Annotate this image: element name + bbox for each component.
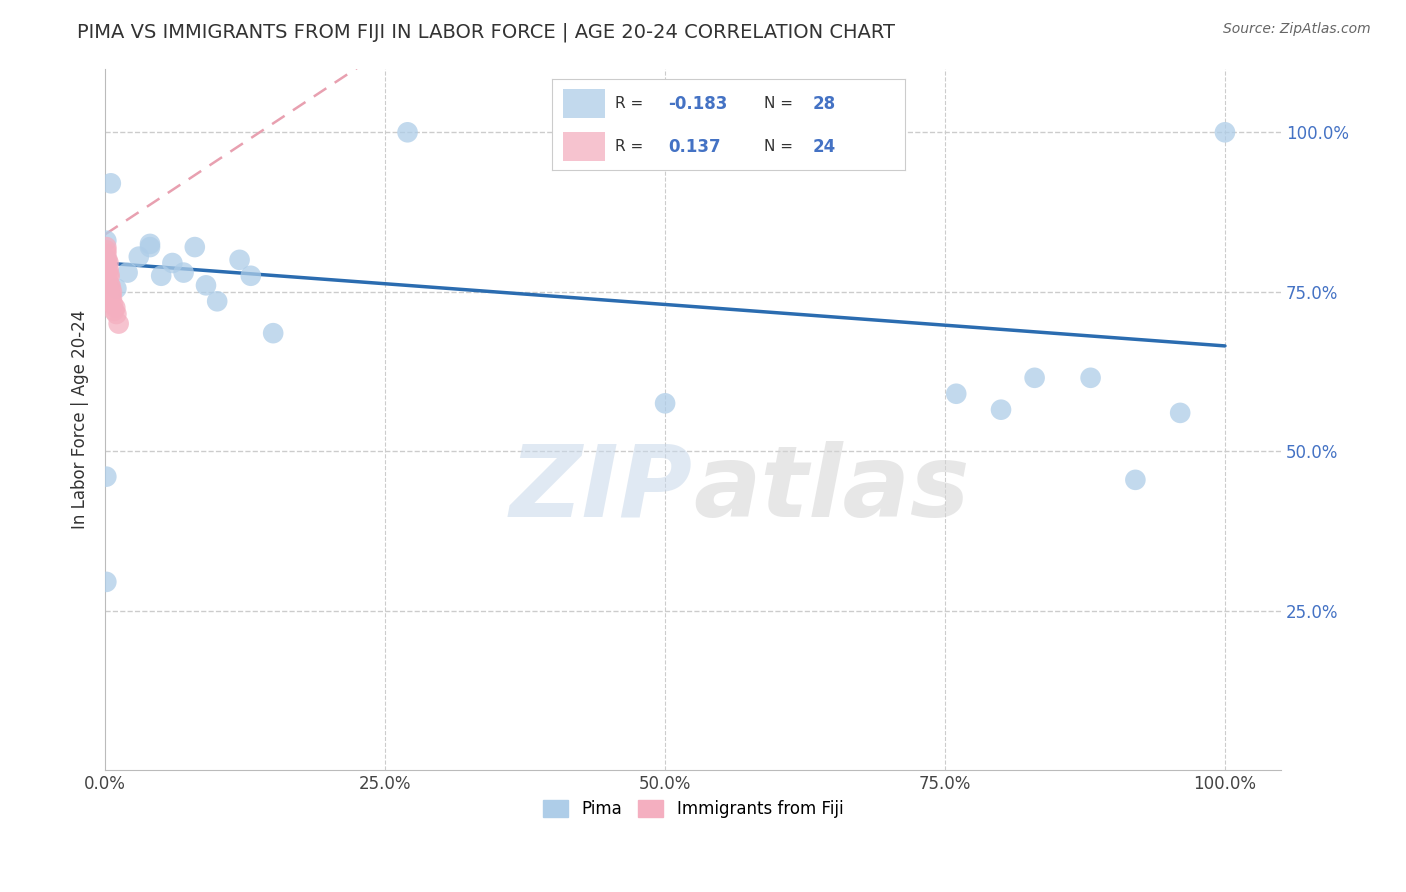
Point: [96, 244, 118, 258]
Point: [150, 268, 173, 283]
Point: [139, 236, 162, 251]
Point: [101, 285, 124, 299]
Text: atlas: atlas: [693, 441, 970, 538]
Point: [1213, 125, 1236, 139]
Point: [1168, 406, 1191, 420]
Point: [1080, 371, 1102, 385]
Point: [98, 278, 121, 293]
Point: [97, 268, 120, 283]
Point: [97, 262, 120, 277]
Point: [396, 125, 419, 139]
Point: [262, 326, 284, 341]
Point: [96, 256, 118, 270]
Point: [96, 262, 118, 277]
Point: [1125, 473, 1147, 487]
Point: [98, 268, 121, 283]
Point: [139, 240, 162, 254]
Point: [96, 252, 118, 267]
Point: [97, 256, 120, 270]
Point: [990, 402, 1012, 417]
Text: Source: ZipAtlas.com: Source: ZipAtlas.com: [1223, 22, 1371, 37]
Point: [184, 240, 207, 254]
Y-axis label: In Labor Force | Age 20-24: In Labor Force | Age 20-24: [72, 310, 89, 529]
Legend: Pima, Immigrants from Fiji: Pima, Immigrants from Fiji: [536, 793, 851, 825]
Point: [945, 386, 967, 401]
Text: PIMA VS IMMIGRANTS FROM FIJI IN LABOR FORCE | AGE 20-24 CORRELATION CHART: PIMA VS IMMIGRANTS FROM FIJI IN LABOR FO…: [77, 22, 896, 42]
Point: [162, 256, 184, 270]
Point: [96, 262, 118, 277]
Point: [128, 250, 150, 264]
Point: [96, 252, 118, 267]
Point: [96, 234, 118, 248]
Point: [107, 317, 129, 331]
Point: [1024, 371, 1046, 385]
Point: [96, 272, 118, 286]
Point: [96, 240, 118, 254]
Point: [101, 291, 124, 305]
Point: [100, 288, 122, 302]
Point: [96, 252, 118, 267]
Point: [228, 252, 250, 267]
Point: [117, 266, 139, 280]
Point: [96, 469, 118, 483]
Point: [96, 246, 118, 260]
Point: [173, 266, 195, 280]
Point: [239, 268, 262, 283]
Point: [105, 281, 128, 295]
Point: [205, 294, 228, 309]
Point: [100, 279, 122, 293]
Point: [101, 297, 124, 311]
Point: [654, 396, 676, 410]
Point: [96, 281, 118, 295]
Point: [104, 301, 127, 315]
Point: [100, 177, 122, 191]
Point: [96, 574, 118, 589]
Point: [195, 278, 218, 293]
Text: ZIP: ZIP: [510, 441, 693, 538]
Point: [105, 307, 128, 321]
Point: [103, 303, 125, 318]
